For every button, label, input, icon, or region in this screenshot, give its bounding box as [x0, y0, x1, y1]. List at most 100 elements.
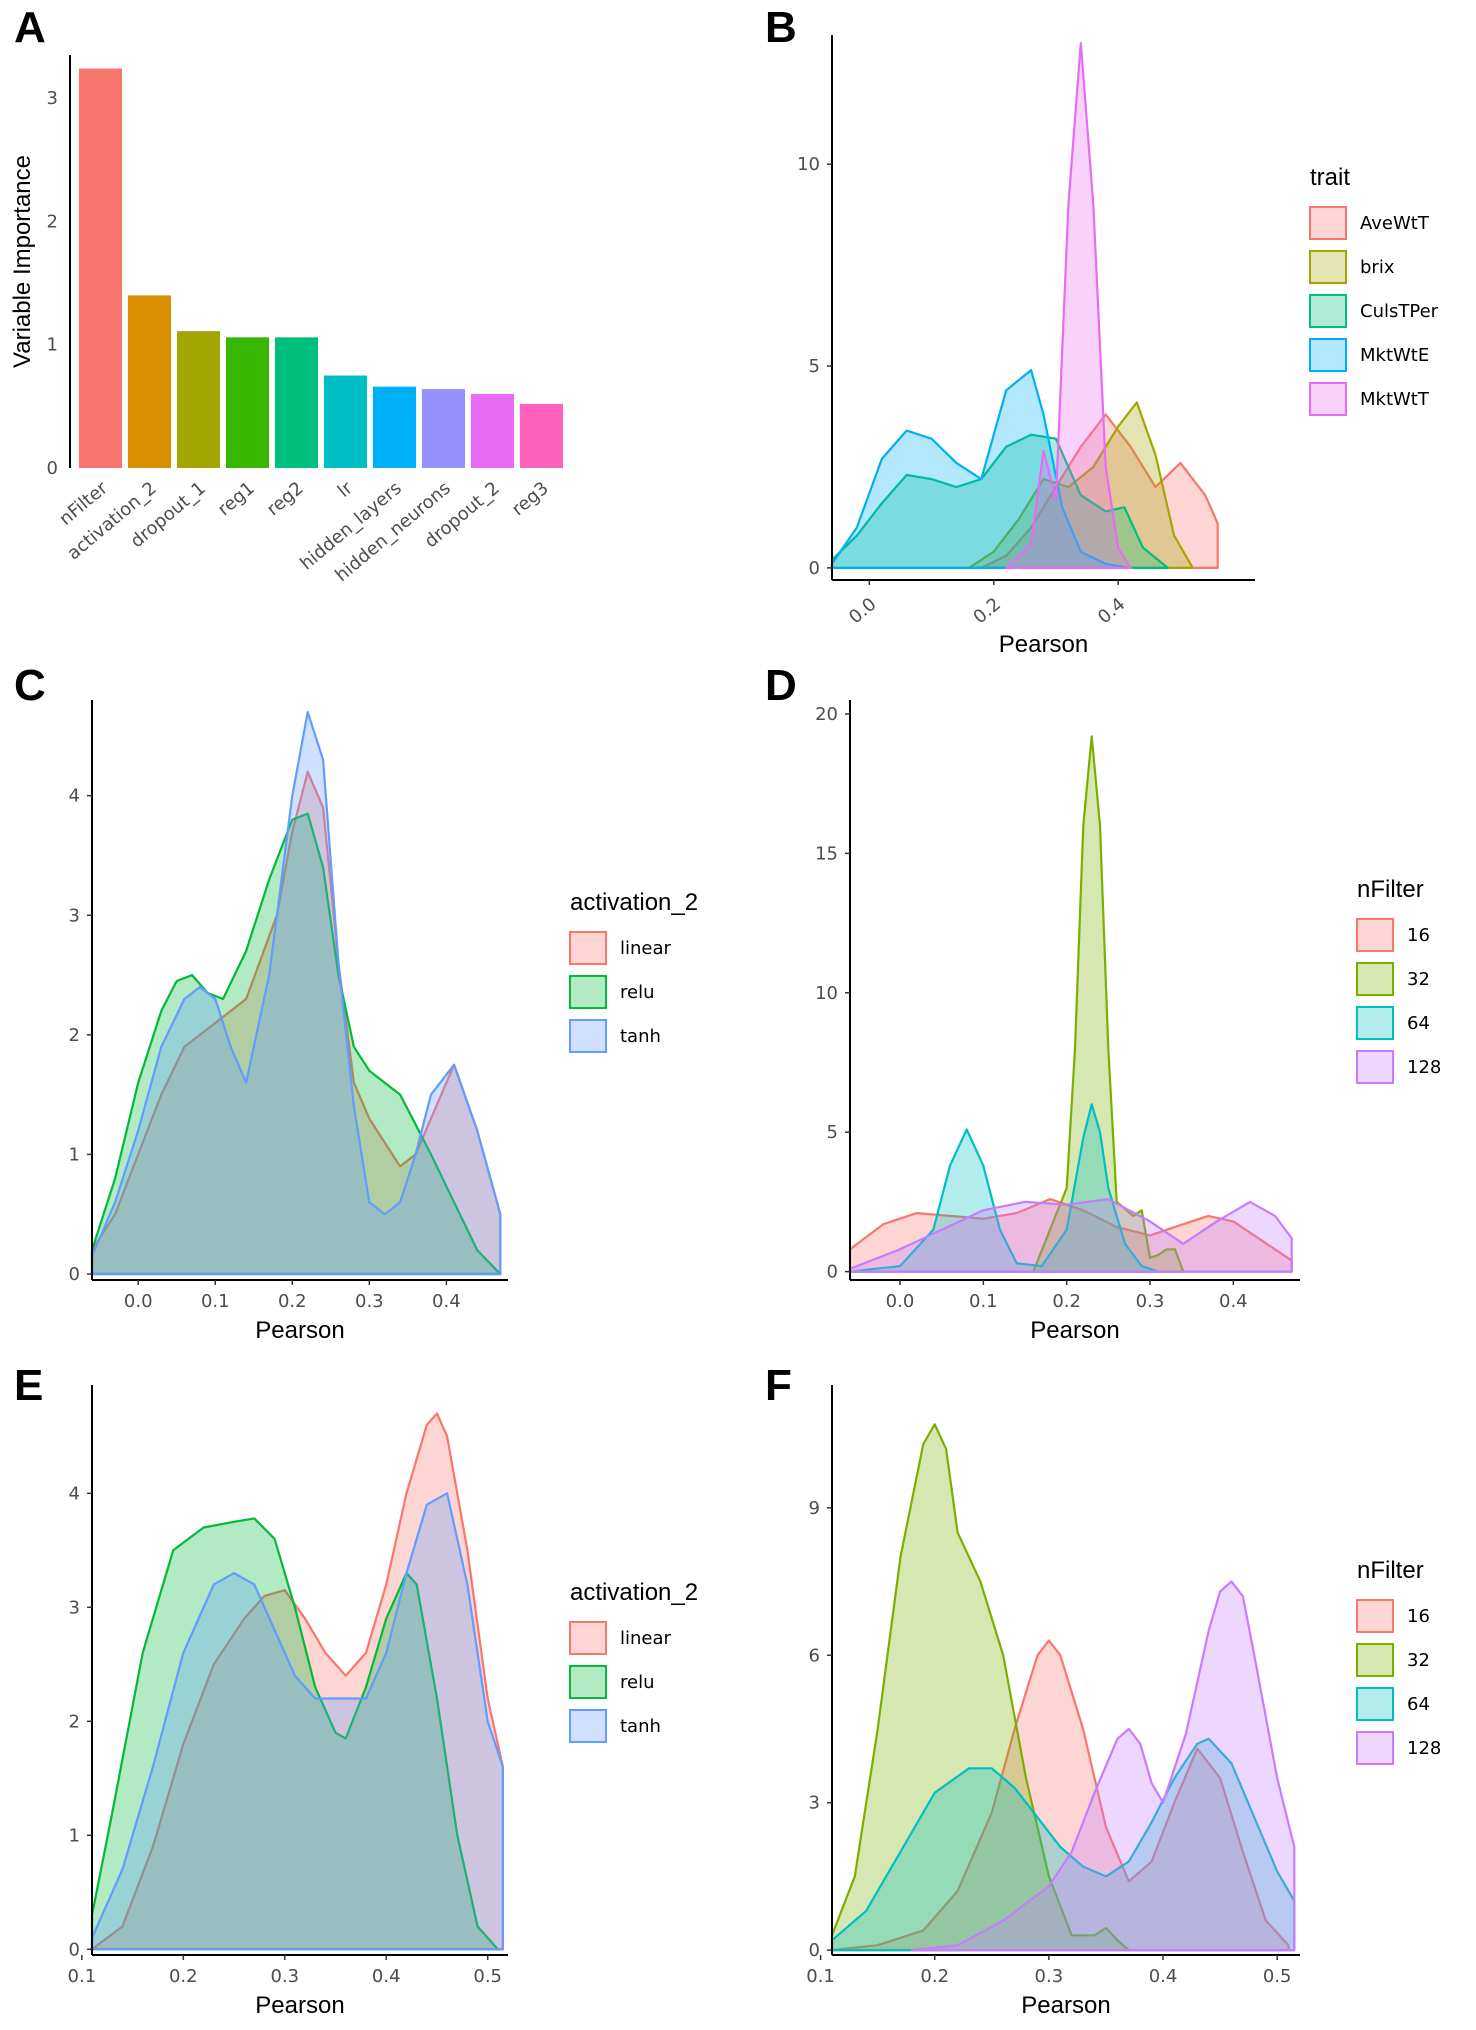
panel-letter-C: C — [14, 661, 46, 710]
density-AveWtT — [980, 413, 1219, 569]
x-tick-label: 0.2 — [920, 1966, 949, 1987]
legend-label-16: 16 — [1407, 1606, 1430, 1627]
bar-nFilter — [78, 68, 123, 469]
panel-D: 0 5 10 15 20 0.0 0.1 0.2 0.3 0.4 Pearson nFilter 16 3… — [815, 700, 1441, 1344]
x-tick-label: 0.2 — [169, 1966, 198, 1987]
y-tick-label: 4 — [69, 1483, 80, 1504]
legend-key-32 — [1356, 962, 1394, 996]
x-axis-title: Pearson — [1030, 1317, 1119, 1344]
legend-key-tanh — [569, 1709, 607, 1743]
bar-hidden_neurons — [421, 389, 466, 468]
bar-reg2 — [274, 337, 319, 468]
x-axis-title: Pearson — [255, 1992, 344, 2019]
legend-label-tanh: tanh — [620, 1026, 661, 1047]
legend-key-16 — [1356, 1599, 1394, 1633]
y-tick-label: 0 — [69, 1939, 80, 1960]
bar-lr — [323, 375, 368, 468]
y-tick-label: 3 — [69, 905, 80, 926]
density-16 — [830, 1639, 1290, 1952]
legend-key-linear — [569, 931, 607, 965]
bar-hidden_layers — [372, 386, 417, 468]
density-MktWtT — [1005, 42, 1132, 569]
density-64 — [830, 1737, 1296, 1952]
y-tick-label: 5 — [827, 1122, 838, 1143]
density-128 — [848, 1198, 1293, 1273]
legend-label-32: 32 — [1407, 969, 1430, 990]
legend-label-relu: relu — [620, 1672, 655, 1693]
legend-key-64 — [1356, 1006, 1394, 1040]
x-tick-label: 0.1 — [201, 1291, 230, 1312]
legend-label-64: 64 — [1407, 1013, 1430, 1034]
legend-title: nFilter — [1357, 1557, 1424, 1584]
legend-key-32 — [1356, 1643, 1394, 1677]
legend-label-tanh: tanh — [620, 1716, 661, 1737]
y-tick-label: 10 — [797, 154, 820, 175]
y-tick-label: 9 — [809, 1498, 820, 1519]
legend-label-MktWtE: MktWtE — [1360, 345, 1429, 366]
x-tick-label: 0.4 — [372, 1966, 401, 1987]
x-axis-title: Pearson — [255, 1317, 344, 1344]
y-tick-label: 2 — [69, 1025, 80, 1046]
y-tick-label: 1 — [47, 335, 58, 356]
legend-key-tanh — [569, 1019, 607, 1053]
panel-F: 0 3 6 9 0.1 0.2 0.3 0.4 0.5 Pearson nFilter 16 32 64 1… — [806, 1385, 1441, 2019]
y-tick-label: 5 — [809, 356, 820, 377]
legend-key-AveWtT — [1309, 206, 1347, 240]
x-tick-label: 0.3 — [355, 1291, 384, 1312]
panel-E: 0 1 2 3 4 0.1 0.2 0.3 0.4 0.5 Pearson activation_2l… — [68, 1385, 698, 2019]
y-tick-label: 3 — [47, 88, 58, 109]
legend-key-relu — [569, 975, 607, 1009]
density-relu — [90, 812, 502, 1276]
panel-letter-A: A — [14, 3, 46, 52]
y-tick-label: 2 — [69, 1711, 80, 1732]
legend-key-128 — [1356, 1731, 1394, 1765]
x-tick-label: 0.1 — [806, 1966, 835, 1987]
legend: trait AveWtT brix CulsTPer MktWtE MktWtT — [1309, 164, 1439, 416]
y-tick-label: 4 — [69, 786, 80, 807]
density-16 — [848, 1198, 1293, 1273]
legend-label-128: 128 — [1407, 1738, 1441, 1759]
bar-activation_2 — [127, 295, 172, 468]
legend-key-relu — [569, 1665, 607, 1699]
y-tick-label: 2 — [47, 211, 58, 232]
legend-label-128: 128 — [1407, 1057, 1441, 1078]
density-32 — [1032, 735, 1185, 1273]
legend-label-linear: linear — [620, 1628, 672, 1649]
x-tick-label: 0.2 — [1052, 1291, 1081, 1312]
x-tick-label: 0.0 — [124, 1291, 153, 1312]
panel-letter-B: B — [765, 3, 797, 52]
panel-letter-D: D — [765, 661, 797, 710]
density-tanh — [90, 1492, 504, 1951]
y-tick-label: 15 — [815, 843, 838, 864]
density-tanh — [90, 710, 502, 1276]
x-tick-label: 0.3 — [1136, 1291, 1165, 1312]
x-axis-title: Pearson — [999, 631, 1088, 658]
y-tick-label: 0 — [827, 1262, 838, 1283]
panel-C: 0 1 2 3 4 0.0 0.1 0.2 0.3 0.4 Pearson activation_2l… — [69, 700, 698, 1344]
y-tick-label: 0 — [809, 558, 820, 579]
y-tick-label: 1 — [69, 1144, 80, 1165]
legend-title: activation_2 — [570, 1579, 698, 1606]
legend-key-128 — [1356, 1050, 1394, 1084]
y-tick-label: 0 — [47, 458, 58, 479]
legend-label-relu: relu — [620, 982, 655, 1003]
y-tick-label: 0 — [809, 1940, 820, 1961]
x-tick-label: 0.1 — [969, 1291, 998, 1312]
legend-label-linear: linear — [620, 938, 672, 959]
legend: nFilter 16 32 64 128 — [1356, 1557, 1441, 1765]
legend-label-64: 64 — [1407, 1694, 1430, 1715]
legend-title: nFilter — [1357, 876, 1424, 903]
legend-key-MktWtT — [1309, 382, 1347, 416]
legend-label-AveWtT: AveWtT — [1360, 213, 1430, 234]
x-tick-label: 0.4 — [432, 1291, 461, 1312]
density-CulsTPer — [830, 433, 1169, 569]
legend-label-32: 32 — [1407, 1650, 1430, 1671]
x-tick-label: 0.1 — [68, 1966, 97, 1987]
y-tick-label: 0 — [69, 1264, 80, 1285]
legend-label-MktWtT: MktWtT — [1360, 389, 1430, 410]
legend-label-CulsTPer: CulsTPer — [1360, 301, 1439, 322]
panel-letter-E: E — [14, 1361, 43, 1410]
y-axis-title: Variable Importance — [9, 155, 36, 368]
